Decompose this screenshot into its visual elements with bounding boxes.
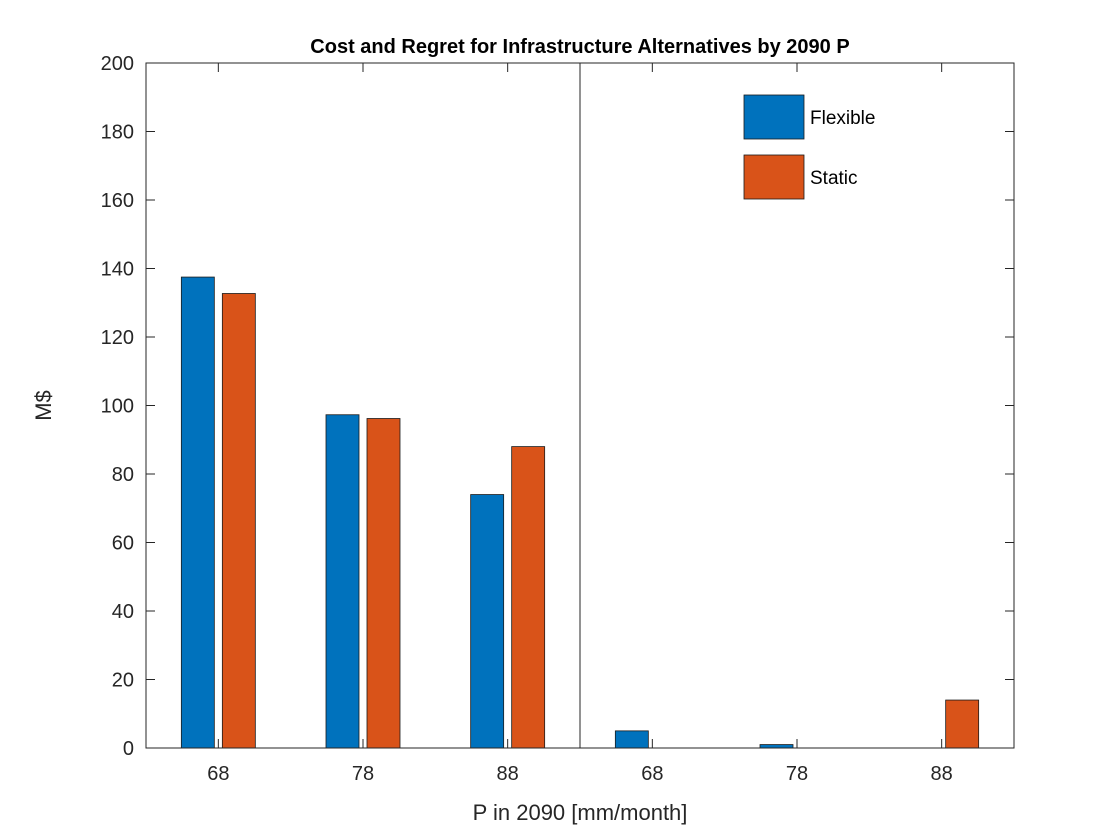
x-axis-label: P in 2090 [mm/month] xyxy=(473,800,688,825)
legend-label-flexible: Flexible xyxy=(810,108,875,129)
bar-flexible-4 xyxy=(759,744,794,749)
legend-swatch-static xyxy=(743,154,805,200)
x-axis-ticks: 68 78 88 68 78 88 xyxy=(207,63,953,785)
y-tick-label: 80 xyxy=(112,464,134,486)
y-tick-label: 100 xyxy=(101,396,134,418)
y-tick-label: 0 xyxy=(123,738,134,760)
y-tick-label: 160 xyxy=(101,190,134,212)
legend-swatch-flexible xyxy=(743,94,805,140)
x-tick-label: 78 xyxy=(786,763,808,785)
axes-box xyxy=(145,62,1015,749)
y-tick-label: 180 xyxy=(101,122,134,144)
x-tick-label: 68 xyxy=(641,763,663,785)
bar-flexible-1 xyxy=(325,414,360,749)
bar-static-5 xyxy=(945,699,980,749)
bar-flexible-3 xyxy=(614,730,649,749)
bar-static-0 xyxy=(221,293,256,749)
y-tick-label: 140 xyxy=(101,259,134,281)
legend: Flexible Static xyxy=(743,94,875,200)
x-tick-label: 88 xyxy=(497,763,519,785)
x-tick-label: 78 xyxy=(352,763,374,785)
bar-static-1 xyxy=(366,418,401,749)
y-tick-label: 20 xyxy=(112,670,134,692)
chart-title: Cost and Regret for Infrastructure Alter… xyxy=(310,36,849,58)
y-tick-label: 60 xyxy=(112,533,134,555)
bar-static-2 xyxy=(511,446,546,749)
legend-label-static: Static xyxy=(810,168,858,189)
x-tick-label: 88 xyxy=(931,763,953,785)
y-axis-ticks: 0 20 40 60 80 100 120 140 160 180 200 xyxy=(101,53,1014,760)
x-tick-label: 68 xyxy=(207,763,229,785)
y-tick-label: 120 xyxy=(101,327,134,349)
y-tick-label: 200 xyxy=(101,53,134,75)
bar-flexible-2 xyxy=(470,494,505,749)
bars-group xyxy=(180,276,980,749)
y-tick-label: 40 xyxy=(112,601,134,623)
y-axis-label: M$ xyxy=(31,390,56,421)
bar-flexible-0 xyxy=(180,276,215,749)
